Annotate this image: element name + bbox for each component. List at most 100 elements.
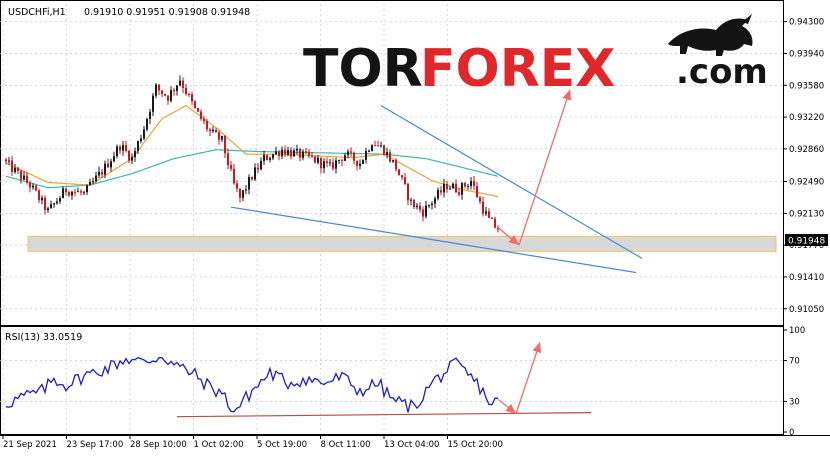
candle-bull <box>32 185 34 188</box>
candle-bear <box>197 108 199 112</box>
candle-bull <box>95 175 97 182</box>
candle-bear <box>38 190 40 201</box>
candle-bull <box>467 185 469 187</box>
candle-bull <box>260 160 262 170</box>
candle-bull <box>212 129 214 132</box>
candle-bear <box>419 205 421 210</box>
candle-bull <box>443 183 445 193</box>
time-axis: 21 Sep 2021 23 Sep 17:00 28 Sep 10:00 1 Oct… <box>2 435 503 450</box>
candle-bull <box>113 156 115 162</box>
candle-bear <box>353 152 355 161</box>
candle-bull <box>83 192 85 194</box>
candle-bull <box>380 145 382 147</box>
candle-bear <box>389 152 391 162</box>
candle-bull <box>263 155 265 161</box>
candle-bull <box>323 161 325 169</box>
price-tick-label: 0.93580 <box>789 81 824 91</box>
candle-bull <box>176 85 178 91</box>
candle-bear <box>377 145 379 147</box>
candle-bear <box>278 151 280 157</box>
candle-bull <box>8 160 10 162</box>
candle-bull <box>335 160 337 169</box>
candle-bull <box>365 150 367 160</box>
candle-bear <box>350 151 352 153</box>
candle-bear <box>188 94 190 96</box>
price-axis: 0.94300 0.93940 0.93580 0.93220 0.92860 0.924… <box>783 18 824 315</box>
candle-bear <box>473 180 475 186</box>
candle-bear <box>200 111 202 119</box>
price-tick-label: 0.91050 <box>789 305 824 315</box>
current-price-badge <box>785 234 828 246</box>
candle-bull <box>170 90 172 101</box>
candle-bull <box>296 148 298 151</box>
symbol-label: USDCHFi,H1 <box>8 7 66 18</box>
candle-bear <box>356 160 358 166</box>
candle-bull <box>14 167 16 172</box>
candle-bear <box>446 183 448 190</box>
candle-bear <box>119 146 121 151</box>
candle-bull <box>437 190 439 199</box>
candle-bear <box>488 211 490 218</box>
candle-bear <box>374 145 376 147</box>
candle-bull <box>254 167 256 180</box>
candle-bull <box>122 145 124 151</box>
upper-wedge-line <box>380 105 643 259</box>
current-price-label: 0.91948 <box>788 237 825 247</box>
price-tick-label: 0.94300 <box>789 18 824 28</box>
candle-bear <box>230 165 232 169</box>
candle-bear <box>257 167 259 170</box>
candle-bull <box>386 152 388 155</box>
candle-bull <box>362 159 364 164</box>
candle-bull <box>59 198 61 202</box>
candle-bull <box>221 135 223 140</box>
candle-bear <box>125 145 127 151</box>
candle-bear <box>191 94 193 102</box>
rsi-line <box>5 356 499 413</box>
candle-bull <box>470 180 472 186</box>
candle-bear <box>266 155 268 161</box>
candle-bear <box>341 159 343 161</box>
logo-text-com: .com <box>676 52 768 92</box>
candle-bear <box>305 151 307 153</box>
candle-bear <box>395 160 397 170</box>
candle-bull <box>50 204 52 209</box>
candle-bear <box>161 90 163 94</box>
candle-bear <box>314 156 316 163</box>
candle-bear <box>26 175 28 183</box>
candle-bear <box>68 192 70 196</box>
candle-bear <box>476 185 478 198</box>
support-zone <box>27 235 777 252</box>
price-tick-label: 0.93940 <box>789 49 824 59</box>
price-tick-label: 0.93220 <box>789 113 824 123</box>
candle-bull <box>431 203 433 206</box>
candle-bull <box>368 150 370 152</box>
candle-bull <box>53 203 55 205</box>
candle-bull <box>242 190 244 198</box>
candle-bull <box>134 150 136 158</box>
rsi-axis: 100 70 30 0 <box>783 326 805 438</box>
price-tick-label: 0.92130 <box>789 209 824 219</box>
candle-bull <box>23 175 25 180</box>
candle-bear <box>35 185 37 191</box>
candle-bull <box>62 188 64 199</box>
candle-bull <box>137 141 139 151</box>
candle-bear <box>251 176 253 180</box>
ma-fast-line <box>5 104 499 198</box>
candle-bull <box>272 154 274 159</box>
rsi-panel-border <box>0 326 784 435</box>
candle-bear <box>494 218 496 228</box>
candle-bull <box>86 185 88 193</box>
candle-bull <box>434 198 436 204</box>
candle-bull <box>155 84 157 96</box>
candle-bull <box>89 182 91 186</box>
candle-bull <box>245 189 247 191</box>
rsi-indicator <box>0 342 783 418</box>
candle-bear <box>440 190 442 193</box>
candle-bear <box>44 197 46 211</box>
candle-bear <box>218 132 220 140</box>
candle-bull <box>359 163 361 166</box>
candle-bull <box>47 208 49 211</box>
rsi-tick-label: 100 <box>789 326 805 336</box>
candle-bull <box>347 151 349 156</box>
